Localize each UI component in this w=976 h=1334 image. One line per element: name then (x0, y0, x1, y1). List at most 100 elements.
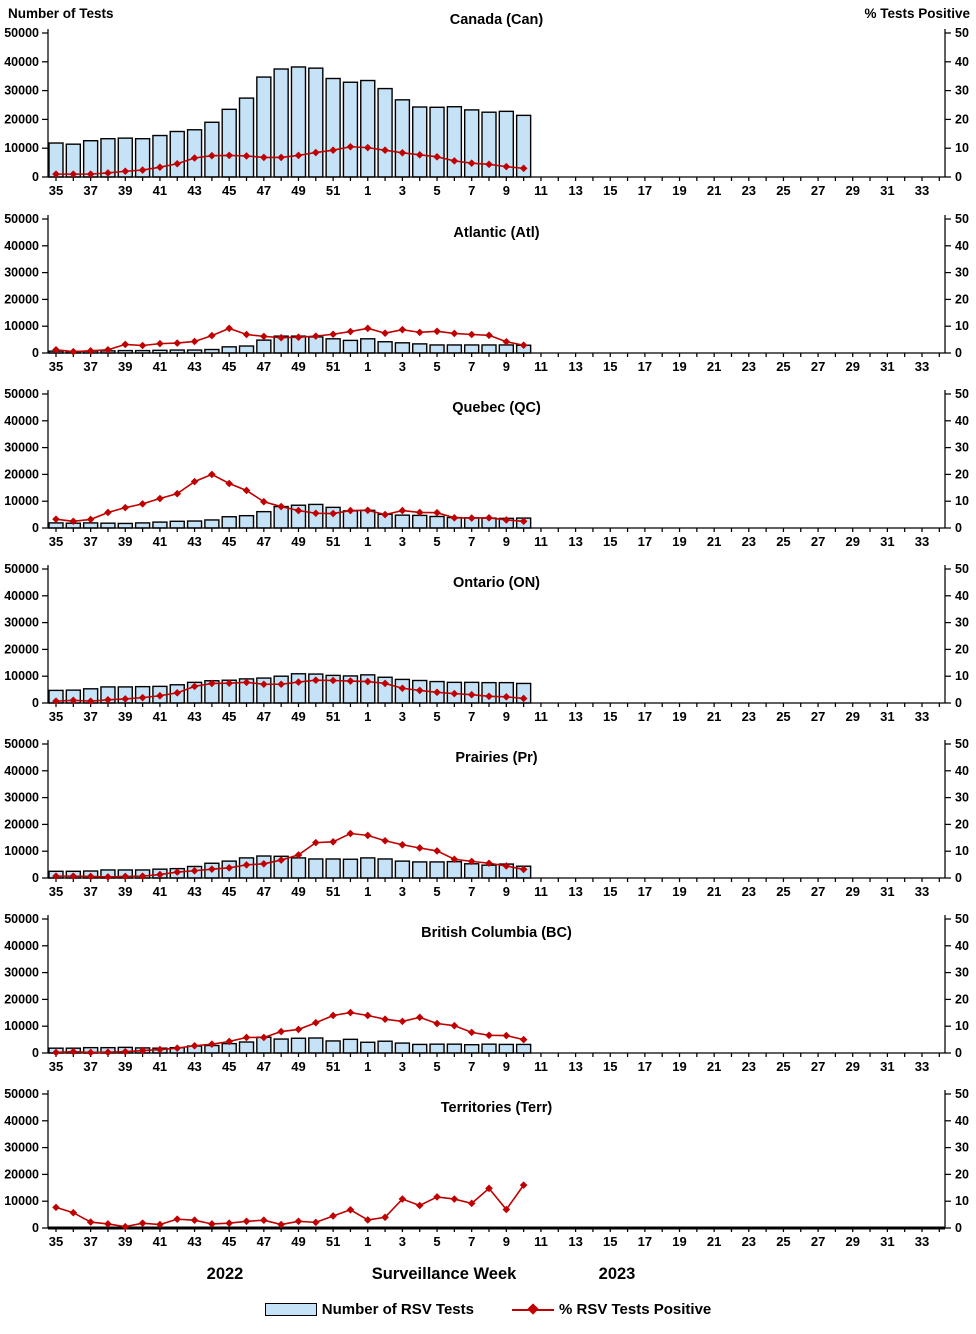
chart-canada: Canada (Can) 0 10000 20000 30000 40000 50000 0 1… (4, 12, 969, 198)
bar-week-3 (394, 514, 411, 529)
marker-week-38 (104, 873, 112, 881)
bar-week-51 (325, 1040, 341, 1054)
x-tick-label: 33 (915, 1234, 929, 1249)
x-tick-label: 27 (811, 534, 825, 549)
left-tick-label: 40000 (4, 239, 39, 253)
x-axis-title: Surveillance Week (371, 1265, 517, 1283)
marker-week-3 (398, 1017, 407, 1026)
chart-atlantic: Atlantic (Atl) 0 10000 20000 30000 40000 50000… (4, 212, 969, 374)
marker-week-51 (329, 509, 337, 518)
marker-week-41 (156, 691, 164, 700)
left-tick-label: 20000 (4, 1167, 39, 1181)
marker-week-9 (502, 1205, 511, 1214)
marker-week-6 (450, 1021, 459, 1030)
left-tick-label: 20000 (4, 817, 39, 831)
x-tick-label: 37 (83, 359, 97, 374)
x-tick-label: 39 (118, 359, 132, 374)
x-tick-label: 41 (153, 359, 167, 374)
x-tick-label: 33 (915, 884, 929, 899)
marker-week-38 (104, 695, 112, 704)
x-tick-label: 33 (915, 183, 929, 198)
left-tick-label: 10000 (4, 319, 39, 333)
marker-week-40 (138, 693, 147, 702)
x-tick-label: 19 (672, 1059, 686, 1074)
bar-week-41 (152, 521, 168, 529)
marker-week-1 (363, 677, 372, 686)
left-tick-label: 20000 (4, 467, 39, 481)
right-tick-label: 20 (955, 292, 969, 306)
bar-week-52 (342, 858, 359, 879)
left-tick-label: 40000 (4, 1114, 39, 1128)
bar-week-44 (204, 121, 220, 178)
left-tick-label: 30000 (4, 1141, 39, 1155)
left-tick-label: 30000 (4, 966, 39, 980)
trend-line (55, 1011, 524, 1054)
marker-week-52 (346, 327, 355, 336)
x-tick-label: 25 (776, 709, 790, 724)
x-tick-label: 29 (845, 709, 859, 724)
x-tick-label: 21 (707, 183, 721, 198)
right-tick-label: 20 (955, 112, 969, 126)
bar-week-35 (48, 522, 64, 529)
x-tick-label: 13 (568, 359, 582, 374)
marker-week-4 (415, 508, 424, 517)
x-tick-label: 21 (707, 1234, 721, 1249)
marker-week-49 (294, 506, 303, 515)
left-tick-label: 10000 (4, 844, 39, 858)
x-tick-label: 7 (468, 709, 475, 724)
marker-week-4 (415, 844, 424, 852)
marker-week-10 (519, 865, 528, 874)
marker-week-37 (86, 872, 95, 881)
bar-week-6 (446, 344, 463, 354)
chart-ontario: Ontario (ON) 0 10000 20000 30000 40000 50000 0 1… (4, 562, 969, 724)
x-tick-label: 19 (672, 534, 686, 549)
x-tick-label: 13 (568, 709, 582, 724)
bar-week-1 (360, 857, 376, 879)
bar-week-6 (446, 106, 463, 178)
marker-week-39 (121, 340, 130, 349)
bar-week-7 (463, 344, 480, 354)
x-tick-label: 23 (742, 1234, 756, 1249)
bar-week-51 (325, 858, 341, 879)
right-tick-label: 50 (955, 562, 969, 576)
marker-week-5 (433, 1193, 441, 1201)
trend-line (55, 679, 524, 702)
marker-week-10 (519, 1035, 528, 1044)
marker-week-48 (277, 502, 285, 511)
marker-week-4 (415, 1013, 424, 1022)
x-tick-label: 17 (638, 1234, 652, 1249)
x-tick-label: 27 (811, 1059, 825, 1074)
x-tick-label: 33 (915, 534, 929, 549)
x-tick-label: 47 (257, 183, 271, 198)
marker-week-37 (86, 515, 95, 524)
bar-week-3 (394, 860, 411, 879)
marker-week-9 (502, 516, 511, 524)
x-tick-label: 27 (811, 1234, 825, 1249)
marker-week-51 (329, 1011, 337, 1020)
right-tick-label: 0 (955, 346, 962, 360)
marker-week-40 (138, 500, 147, 508)
marker-week-36 (69, 1047, 78, 1056)
marker-week-50 (312, 676, 320, 685)
bar-week-8 (481, 864, 497, 879)
x-tick-label: 17 (638, 884, 652, 899)
x-tick-label: 5 (433, 1059, 440, 1074)
marker-week-50 (312, 332, 320, 340)
bar-week-48 (273, 1038, 289, 1054)
right-tick-label: 50 (955, 1087, 969, 1101)
marker-week-43 (190, 682, 199, 691)
x-tick-label: 37 (83, 534, 97, 549)
marker-week-47 (260, 497, 268, 506)
bar-week-2 (377, 87, 393, 178)
x-tick-label: 9 (503, 534, 510, 549)
bar-week-5 (429, 106, 445, 178)
marker-week-50 (312, 1018, 320, 1027)
marker-week-36 (69, 872, 78, 880)
left-tick-label: 30000 (4, 84, 39, 98)
x-tick-label: 1 (364, 359, 371, 374)
left-tick-label: 10000 (4, 669, 39, 683)
axes-group (42, 215, 951, 357)
bar-week-1 (360, 79, 376, 178)
x-tick-label: 49 (291, 1234, 305, 1249)
